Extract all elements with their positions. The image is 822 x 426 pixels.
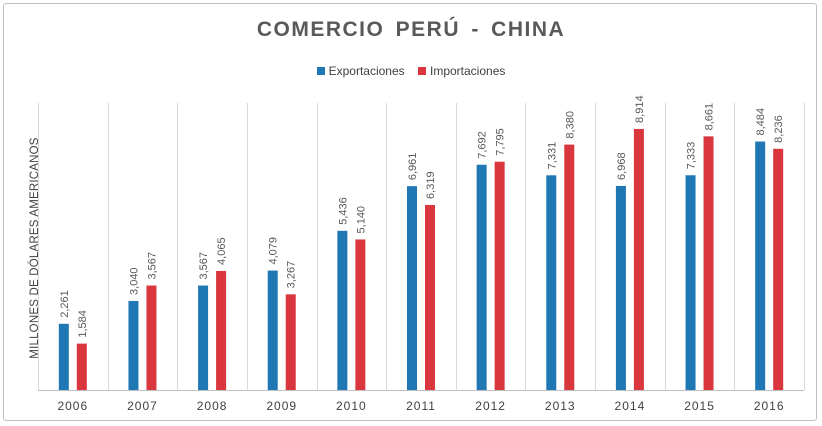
bar-importaciones xyxy=(494,161,505,390)
legend-swatch-importaciones xyxy=(418,66,426,75)
data-label-exportaciones: 7,333 xyxy=(686,142,698,170)
data-label-importaciones: 8,236 xyxy=(773,115,785,143)
x-tick-label: 2016 xyxy=(754,399,785,413)
bar-exportaciones xyxy=(755,141,766,390)
data-label-exportaciones: 7,331 xyxy=(546,142,558,170)
bar-importaciones xyxy=(76,343,87,390)
bar-exportaciones xyxy=(267,270,278,390)
x-tick-label: 2010 xyxy=(336,399,367,413)
legend-label-importaciones: Importaciones xyxy=(430,64,506,78)
x-tick-label: 2013 xyxy=(545,399,576,413)
x-tick-label: 2008 xyxy=(197,399,228,413)
x-tick-label: 2006 xyxy=(57,399,88,413)
data-label-exportaciones: 8,484 xyxy=(755,108,767,136)
x-tick-label: 2015 xyxy=(684,399,715,413)
data-label-importaciones: 1,584 xyxy=(77,310,89,338)
data-label-importaciones: 8,914 xyxy=(634,95,646,123)
data-label-importaciones: 5,140 xyxy=(355,206,367,234)
x-tick-label: 2009 xyxy=(266,399,297,413)
data-label-exportaciones: 7,692 xyxy=(477,131,489,159)
data-label-importaciones: 6,319 xyxy=(425,171,437,199)
data-label-importaciones: 3,567 xyxy=(146,252,158,280)
data-label-exportaciones: 6,961 xyxy=(407,153,419,181)
bar-importaciones xyxy=(564,144,575,390)
x-tick-label: 2014 xyxy=(615,399,646,413)
data-label-importaciones: 3,267 xyxy=(286,261,298,289)
chart-legend: Exportaciones Importaciones xyxy=(0,64,822,78)
bar-importaciones xyxy=(633,128,644,390)
bar-importaciones xyxy=(285,294,296,390)
legend-label-exportaciones: Exportaciones xyxy=(328,64,405,78)
bar-exportaciones xyxy=(615,185,626,390)
data-label-exportaciones: 6,968 xyxy=(616,152,628,180)
bar-importaciones xyxy=(425,204,435,390)
bar-exportaciones xyxy=(58,323,69,390)
legend-item-importaciones: Importaciones xyxy=(418,64,505,78)
legend-item-exportaciones: Exportaciones xyxy=(316,64,405,78)
bar-importaciones xyxy=(703,136,714,390)
bar-exportaciones xyxy=(198,285,209,390)
bar-exportaciones xyxy=(128,300,139,390)
bar-exportaciones xyxy=(546,175,557,390)
bar-exportaciones xyxy=(407,186,417,390)
data-label-exportaciones: 4,079 xyxy=(268,237,280,265)
data-label-exportaciones: 2,261 xyxy=(59,290,71,318)
data-label-importaciones: 7,795 xyxy=(495,128,507,156)
x-tick-label: 2012 xyxy=(475,399,506,413)
data-label-importaciones: 8,661 xyxy=(704,103,716,131)
bar-exportaciones xyxy=(476,164,487,390)
bar-importaciones xyxy=(773,148,784,390)
chart-title: COMERCIO PERÚ - CHINA xyxy=(256,18,566,41)
bar-importaciones xyxy=(355,239,366,390)
bar-importaciones xyxy=(146,285,157,390)
bar-exportaciones xyxy=(337,230,348,390)
x-tick-label: 2011 xyxy=(406,399,436,413)
bar-exportaciones xyxy=(685,175,696,390)
data-label-exportaciones: 3,567 xyxy=(198,252,210,280)
legend-swatch-exportaciones xyxy=(316,66,325,75)
data-label-exportaciones: 3,040 xyxy=(128,267,140,295)
bar-importaciones xyxy=(216,270,227,390)
data-label-importaciones: 4,065 xyxy=(216,237,228,265)
data-label-importaciones: 8,380 xyxy=(564,111,576,139)
data-label-exportaciones: 5,436 xyxy=(337,197,349,225)
x-tick-label: 2007 xyxy=(127,399,158,413)
